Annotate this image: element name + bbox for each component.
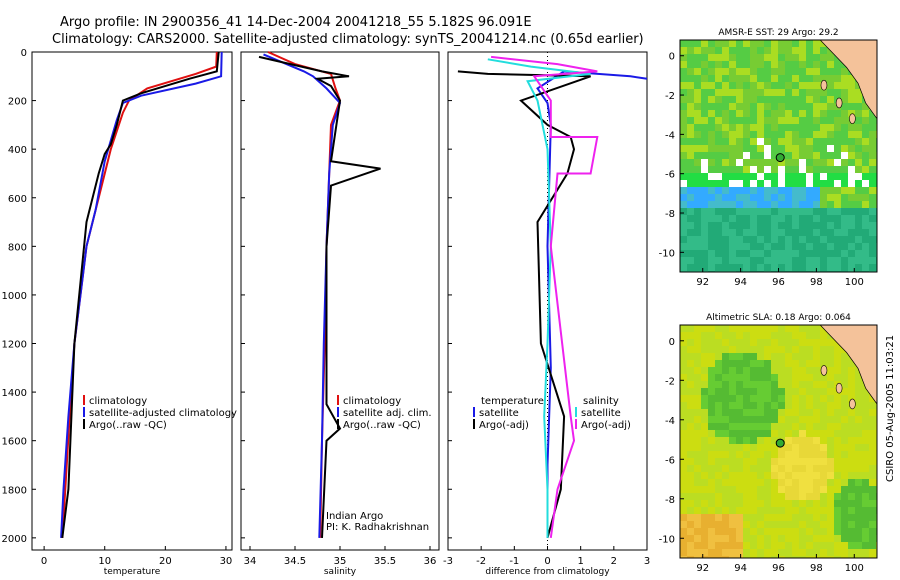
sst-ytick-label: -8 [665, 209, 675, 220]
temp-ytick-label: 1400 [2, 388, 27, 399]
temperature-panel: 0 10 20 30 temperature 0 200 400 600 800 1000 1200 1… [2, 48, 237, 577]
sla-argo-point [775, 438, 785, 448]
sst-ytick-label: -10 [659, 248, 675, 259]
temp-legend-climatology: climatology [89, 396, 147, 407]
temp-ytick-label: 0 [21, 48, 27, 59]
sst-ytick-label: -4 [665, 130, 675, 141]
diff-series-0 [536, 70, 648, 538]
salt-legend-climatology: climatology [343, 396, 401, 407]
sst-cells [680, 40, 877, 272]
temp-xlabel: temperature [104, 567, 161, 577]
salt-legend-argo: Argo(..raw -QC) [343, 420, 421, 431]
temp-series-1 [60, 51, 223, 538]
diff-xlabel: difference from climatology [485, 567, 610, 577]
salt-xtick-label: 35 [334, 556, 347, 567]
temp-ytick-label: 1800 [2, 485, 27, 496]
temp-ytick-label: 600 [8, 194, 27, 205]
sst-xtick-label: 96 [772, 277, 785, 288]
sla-ytick-label: -2 [665, 376, 675, 387]
diff-legend-temp-argo: Argo(-adj) [479, 420, 529, 431]
sst-title: AMSR-E SST: 29 Argo: 29.2 [718, 28, 838, 38]
sla-map-panel: Altimetric SLA: 0.18 Argo: 0.064 92 94 96 98… [659, 313, 878, 574]
difference-panel: -3 -2 -1 0 1 2 3 difference from climatology tem… [443, 51, 650, 577]
salt-note-1: Indian Argo [326, 511, 383, 522]
figure-title-1: Argo profile: IN 2900356_41 14-Dec-2004 … [60, 15, 532, 30]
temp-ytick-label: 800 [8, 242, 27, 253]
sla-island-2 [849, 398, 856, 410]
sla-ytick-label: -6 [665, 455, 675, 466]
salt-series-1 [263, 53, 342, 538]
sst-map-panel: AMSR-E SST: 29 Argo: 29.2 92 94 96 98 100 0 -2 -… [659, 28, 878, 288]
sst-island-2 [849, 113, 856, 124]
figure-title-2: Climatology: CARS2000. Satellite-adjuste… [52, 32, 644, 47]
sla-ytick-label: -10 [659, 534, 675, 545]
temp-xtick-label: 30 [220, 556, 233, 567]
salt-xtick-label: 34.5 [284, 556, 306, 567]
temp-ytick-label: 1000 [2, 291, 27, 302]
temp-ytick-label: 1600 [2, 437, 27, 448]
temp-legend-satellite: satellite-adjusted climatology [89, 408, 237, 419]
temp-xtick-label: 20 [159, 556, 172, 567]
sst-island-0 [820, 79, 828, 91]
temp-xtick-label: 10 [98, 556, 111, 567]
diff-xtick-label: 0 [544, 556, 550, 567]
temp-legend-argo: Argo(..raw -QC) [89, 420, 167, 431]
salt-note-2: PI: K. Radhakrishnan [326, 522, 429, 533]
salt-series-0 [267, 51, 342, 538]
salt-xtick-label: 36 [424, 556, 437, 567]
diff-legend-temp-satellite: satellite [479, 408, 519, 419]
sst-ytick-label: 0 [669, 52, 675, 63]
salinity-panel: 34 34.5 35 35.5 36 salinity climatologysatelli… [240, 51, 440, 577]
diff-series-2 [487, 58, 591, 538]
sla-xtick-label: 92 [696, 563, 709, 574]
diff-xtick-label: 3 [644, 556, 650, 567]
diff-series-3 [490, 55, 599, 539]
diff-series-1 [457, 70, 591, 539]
sla-xtick-label: 94 [734, 563, 747, 574]
salt-xtick-label: 34 [244, 556, 257, 567]
sst-ytick-label: -2 [665, 91, 675, 102]
diff-xtick-label: -1 [509, 556, 519, 567]
salt-frame [240, 51, 440, 551]
sla-island-0 [820, 365, 828, 376]
sst-xtick-label: 100 [845, 277, 864, 288]
diff-legend-temp-title: temperature [481, 396, 544, 407]
sst-argo-point [775, 153, 785, 163]
diff-legend-salt-title: salinity [583, 396, 619, 407]
sst-ytick-label: -6 [665, 170, 675, 181]
diff-xtick-label: 1 [577, 556, 583, 567]
temp-series-0 [61, 51, 218, 538]
salt-series-2 [258, 55, 381, 538]
diff-xtick-label: -3 [443, 556, 453, 567]
diff-legend-salt-satellite: satellite [581, 408, 621, 419]
sla-ytick-label: -4 [665, 416, 675, 427]
temp-series-2 [61, 51, 220, 539]
sla-xtick-label: 100 [845, 563, 864, 574]
diff-xtick-label: 2 [611, 556, 617, 567]
sst-island-1 [835, 97, 843, 109]
salt-legend-satellite: satellite adj. clim. [343, 408, 432, 419]
sla-xtick-label: 98 [810, 563, 823, 574]
sla-title: Altimetric SLA: 0.18 Argo: 0.064 [706, 313, 851, 323]
temp-ytick-label: 400 [8, 145, 27, 156]
salt-xtick-label: 35.5 [374, 556, 396, 567]
sla-ytick-label: 0 [669, 337, 675, 348]
sst-xtick-label: 94 [734, 277, 747, 288]
temp-frame [31, 51, 233, 551]
salt-xlabel: salinity [324, 567, 357, 577]
temp-ytick-label: 2000 [2, 534, 27, 545]
diff-xtick-label: -2 [476, 556, 486, 567]
sla-ytick-label: -8 [665, 495, 675, 506]
diff-legend-salt-argo: Argo(-adj) [581, 420, 631, 431]
sst-xtick-label: 92 [696, 277, 709, 288]
sla-xtick-label: 96 [772, 563, 785, 574]
sst-xtick-label: 98 [810, 277, 823, 288]
temp-ytick-label: 1200 [2, 340, 27, 351]
sla-island-1 [835, 382, 843, 394]
temp-xtick-label: 0 [41, 556, 47, 567]
temp-ytick-label: 200 [8, 97, 27, 108]
credit-label: CSIRO 05-Aug-2005 11:03:21 [885, 335, 896, 482]
